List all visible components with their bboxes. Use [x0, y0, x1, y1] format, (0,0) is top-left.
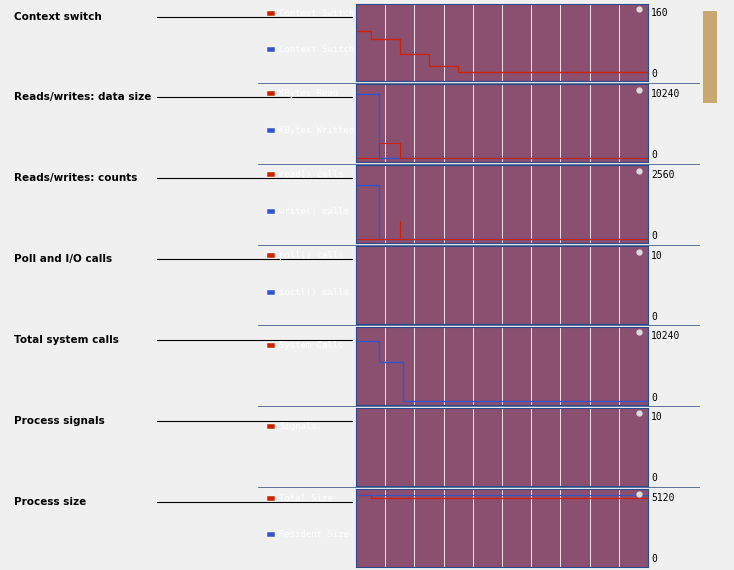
Bar [267, 91, 275, 96]
Text: Process size: Process size [14, 496, 87, 507]
Text: Poll and I/O calls: Poll and I/O calls [14, 254, 112, 264]
Text: write() calls: write() calls [279, 207, 349, 216]
Bar [267, 343, 275, 348]
Bar [267, 532, 275, 538]
Text: 10: 10 [651, 251, 663, 260]
Text: 0: 0 [651, 554, 657, 564]
Bar [267, 172, 275, 177]
Bar [267, 253, 275, 258]
Bar [267, 496, 275, 500]
Text: Context Switch(Vol): Context Switch(Vol) [279, 9, 382, 18]
Bar [267, 209, 275, 214]
Text: 5120: 5120 [651, 493, 675, 503]
Text: poll() calls: poll() calls [279, 251, 344, 260]
Text: 0: 0 [651, 231, 657, 241]
Text: Signals: Signals [279, 422, 317, 431]
Bar [267, 424, 275, 429]
Text: Context Switch(Invol): Context Switch(Invol) [279, 45, 392, 54]
Text: read() calls: read() calls [279, 170, 344, 179]
Text: Reads/writes: data size: Reads/writes: data size [14, 92, 152, 103]
Bar [703, 11, 717, 103]
Text: 160: 160 [651, 8, 669, 18]
Text: Context switch: Context switch [14, 11, 102, 22]
Bar [267, 47, 275, 52]
Text: ioctl() calls: ioctl() calls [279, 288, 349, 297]
Text: 0: 0 [651, 69, 657, 79]
Text: 10: 10 [651, 412, 663, 422]
Text: 10240: 10240 [651, 332, 680, 341]
Bar [267, 128, 275, 133]
Text: 0: 0 [651, 393, 657, 402]
Text: KBytes Written: KBytes Written [279, 126, 355, 135]
Text: KBytes Read: KBytes Read [279, 89, 338, 99]
Text: 2560: 2560 [651, 170, 675, 180]
Text: Process signals: Process signals [14, 416, 105, 426]
Text: Resident Size: Resident Size [279, 531, 349, 539]
Text: 0: 0 [651, 312, 657, 321]
Text: 0: 0 [651, 150, 657, 160]
Text: Total system calls: Total system calls [14, 335, 119, 345]
Text: System Calls: System Calls [279, 341, 344, 350]
Text: Reads/writes: counts: Reads/writes: counts [14, 173, 137, 184]
Bar [267, 10, 275, 15]
Text: 0: 0 [651, 473, 657, 483]
Text: 10240: 10240 [651, 89, 680, 99]
Bar [267, 290, 275, 295]
Text: Total Size: Total Size [279, 494, 333, 503]
